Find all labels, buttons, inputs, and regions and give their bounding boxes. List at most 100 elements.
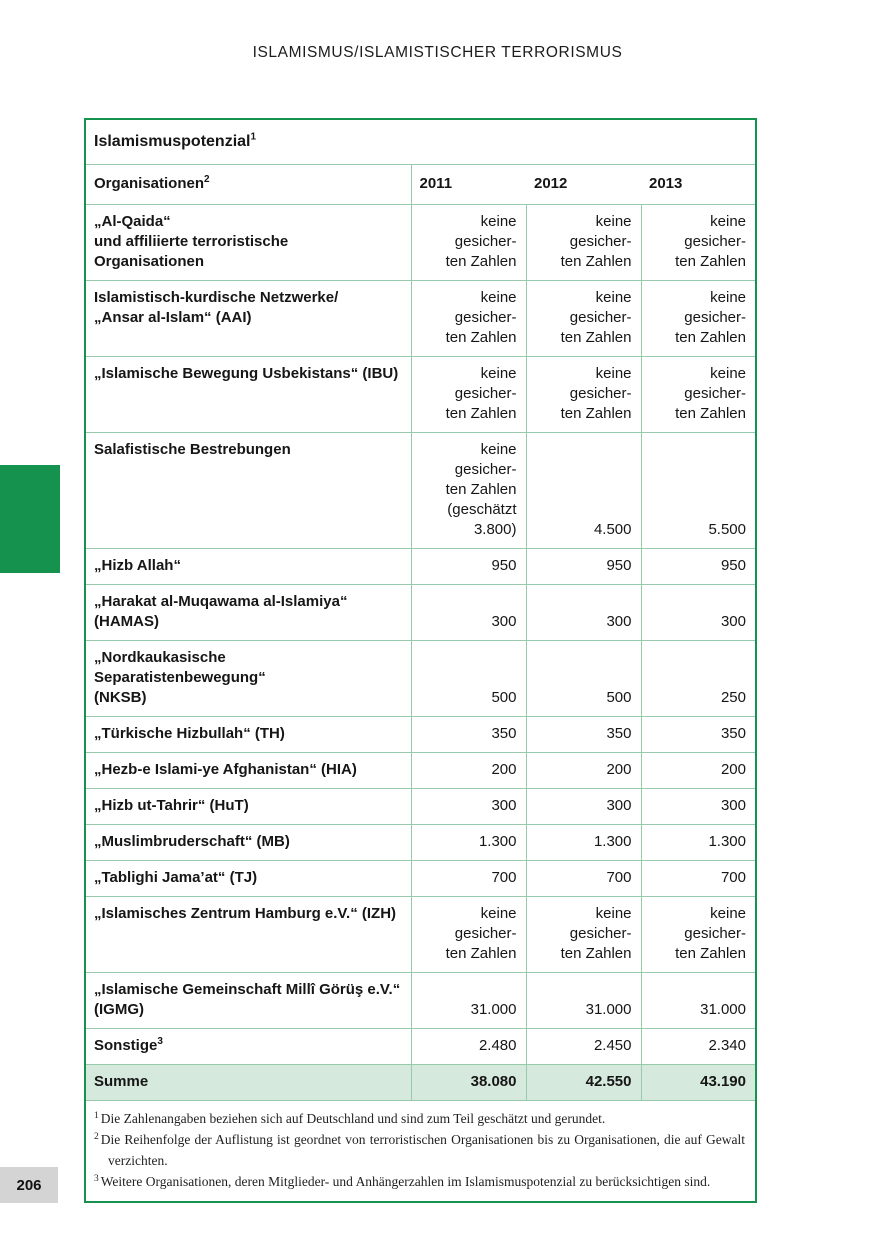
table-row: Islamistisch-kurdische Netzwerke/ „Ansar…: [84, 280, 757, 357]
table-row: „Nordkaukasische Separatistenbewegung“ (…: [84, 640, 757, 717]
value-cell-2012: 300: [525, 584, 642, 641]
total-value-cell-2013: 43.190: [640, 1064, 757, 1101]
footnote-text: Die Zahlenangaben beziehen sich auf Deut…: [100, 1111, 606, 1126]
org-name: „Muslimbruderschaft“ (MB): [94, 833, 290, 850]
total-row: Summe 38.080 42.550 43.190: [84, 1064, 757, 1101]
table-row: „Hizb ut-Tahrir“ (HuT) 300 300 300: [84, 788, 757, 825]
org-name-cell: Islamistisch-kurdische Netzwerke/ „Ansar…: [84, 280, 412, 357]
org-name-cell: „Hezb-e Islami-ye Afghanistan“ (HIA): [84, 752, 412, 789]
org-name: „Nordkaukasische Separatistenbewegung“ (…: [94, 649, 266, 706]
value-cell-2011: 1.300: [410, 824, 527, 861]
footnote: 1 Die Zahlenangaben beziehen sich auf Deu…: [94, 1108, 745, 1129]
org-name-cell: „Islamische Gemeinschaft Millî Görüş e.V…: [84, 972, 412, 1029]
value-cell-2011: 700: [410, 860, 527, 897]
value-cell-2011: keine gesicher- ten Zahlen: [410, 356, 527, 433]
org-name: Islamistisch-kurdische Netzwerke/ „Ansar…: [94, 289, 339, 326]
value-cell-2013: 200: [640, 752, 757, 789]
table-row: „Islamische Bewegung Usbekistans“ (IBU) k…: [84, 356, 757, 433]
total-value-cell-2012: 42.550: [525, 1064, 642, 1101]
running-head: ISLAMISMUS/ISLAMISTISCHER TERRORISMUS: [252, 44, 623, 61]
value-cell-2013: keine gesicher- ten Zahlen: [640, 356, 757, 433]
column-header-footnote-marker: 2: [204, 174, 210, 185]
table-row: „Tablighi Jama’at“ (TJ) 700 700 700: [84, 860, 757, 897]
value-cell-2011: keine gesicher- ten Zahlen: [410, 896, 527, 973]
value-cell-2011: 500: [410, 640, 527, 717]
value-cell-2011: 300: [410, 788, 527, 825]
org-name: „Hezb-e Islami-ye Afghanistan“ (HIA): [94, 761, 357, 778]
table-row: Sonstige3 2.480 2.450 2.340: [84, 1028, 757, 1065]
table-row: „Harakat al-Muqawama al-Islamiya“ (HAMAS…: [84, 584, 757, 641]
org-name: „Harakat al-Muqawama al-Islamiya“ (HAMAS…: [94, 593, 348, 630]
footnote-marker: 1: [94, 1110, 99, 1121]
value-cell-2012: 4.500: [525, 432, 642, 549]
org-name-cell: „Muslimbruderschaft“ (MB): [84, 824, 412, 861]
value-cell-2013: 31.000: [640, 972, 757, 1029]
value-cell-2013: 5.500: [640, 432, 757, 549]
total-label-cell: Summe: [84, 1064, 412, 1101]
value-cell-2013: keine gesicher- ten Zahlen: [640, 204, 757, 281]
column-header-2011: 2011: [410, 164, 527, 205]
value-cell-2013: 950: [640, 548, 757, 585]
org-name-cell: „Al-Qaida“ und affiliierte terroristisch…: [84, 204, 412, 281]
value-cell-2012: 300: [525, 788, 642, 825]
org-name-cell: „Islamische Bewegung Usbekistans“ (IBU): [84, 356, 412, 433]
footnote: 3 Weitere Organisationen, deren Mitgliede…: [94, 1171, 745, 1192]
table-title-row: Islamismuspotenzial1: [84, 118, 757, 165]
org-name: „Islamisches Zentrum Hamburg e.V.“ (IZH): [94, 905, 397, 922]
value-cell-2012: 1.300: [525, 824, 642, 861]
value-cell-2011: 2.480: [410, 1028, 527, 1065]
value-cell-2011: 200: [410, 752, 527, 789]
org-name: „Hizb ut-Tahrir“ (HuT): [94, 797, 249, 814]
value-cell-2011: 31.000: [410, 972, 527, 1029]
footnotes-row: 1 Die Zahlenangaben beziehen sich auf Deu…: [84, 1100, 757, 1203]
org-name-cell: „Hizb Allah“: [84, 548, 412, 585]
table-row: „Islamisches Zentrum Hamburg e.V.“ (IZH)…: [84, 896, 757, 973]
org-name-cell: „Hizb ut-Tahrir“ (HuT): [84, 788, 412, 825]
org-name-cell: „Nordkaukasische Separatistenbewegung“ (…: [84, 640, 412, 717]
chapter-side-tab: [0, 465, 60, 573]
table-row: „Al-Qaida“ und affiliierte terroristisch…: [84, 204, 757, 281]
value-cell-2011: keine gesicher- ten Zahlen: [410, 280, 527, 357]
table-title-footnote-marker: 1: [250, 131, 257, 143]
value-cell-2011: 950: [410, 548, 527, 585]
footnote-marker: 2: [94, 1131, 99, 1142]
table-row: „Hizb Allah“ 950 950 950: [84, 548, 757, 585]
column-header-2012: 2012: [526, 164, 642, 205]
column-header-label: Organisationen: [94, 175, 205, 192]
value-cell-2013: 300: [640, 584, 757, 641]
value-cell-2012: 2.450: [525, 1028, 642, 1065]
org-name: „Islamische Bewegung Usbekistans“ (IBU): [94, 365, 399, 382]
value-cell-2012: keine gesicher- ten Zahlen: [525, 204, 642, 281]
value-cell-2012: 500: [525, 640, 642, 717]
table-header-row: Organisationen2 2011 2012 2013: [84, 164, 757, 205]
footnote-marker: 3: [94, 1173, 99, 1184]
table-row: Salafistische Bestrebungen keine gesicher…: [84, 432, 757, 549]
column-header-2013: 2013: [641, 164, 757, 205]
org-name-cell: „Islamisches Zentrum Hamburg e.V.“ (IZH): [84, 896, 412, 973]
value-cell-2012: keine gesicher- ten Zahlen: [525, 280, 642, 357]
org-name: Salafistische Bestrebungen: [94, 441, 291, 458]
value-cell-2012: 950: [525, 548, 642, 585]
value-cell-2011: 350: [410, 716, 527, 753]
org-name: Sonstige: [94, 1037, 158, 1054]
org-name-cell: „Harakat al-Muqawama al-Islamiya“ (HAMAS…: [84, 584, 412, 641]
value-cell-2013: 250: [640, 640, 757, 717]
value-cell-2012: 31.000: [525, 972, 642, 1029]
org-name: „Al-Qaida“ und affiliierte terroristisch…: [94, 213, 289, 270]
value-cell-2012: keine gesicher- ten Zahlen: [525, 896, 642, 973]
table-row: „Islamische Gemeinschaft Millî Görüş e.V…: [84, 972, 757, 1029]
org-name-cell: Sonstige3: [84, 1028, 412, 1065]
column-header-organisationen: Organisationen2: [84, 164, 412, 205]
islamismuspotenzial-table: Islamismuspotenzial1 Organisationen2 201…: [84, 118, 757, 1203]
table-title: Islamismuspotenzial: [94, 133, 251, 150]
org-name-cell: „Türkische Hizbullah“ (TH): [84, 716, 412, 753]
table-row: „Muslimbruderschaft“ (MB) 1.300 1.300 1.300: [84, 824, 757, 861]
value-cell-2011: keine gesicher- ten Zahlen (geschätzt 3.…: [410, 432, 527, 549]
org-name: „Islamische Gemeinschaft Millî Görüş e.V…: [94, 981, 401, 1018]
value-cell-2013: keine gesicher- ten Zahlen: [640, 280, 757, 357]
org-name-cell: „Tablighi Jama’at“ (TJ): [84, 860, 412, 897]
org-name: „Hizb Allah“: [94, 557, 181, 574]
value-cell-2011: 300: [410, 584, 527, 641]
page-number: 206: [0, 1167, 58, 1203]
